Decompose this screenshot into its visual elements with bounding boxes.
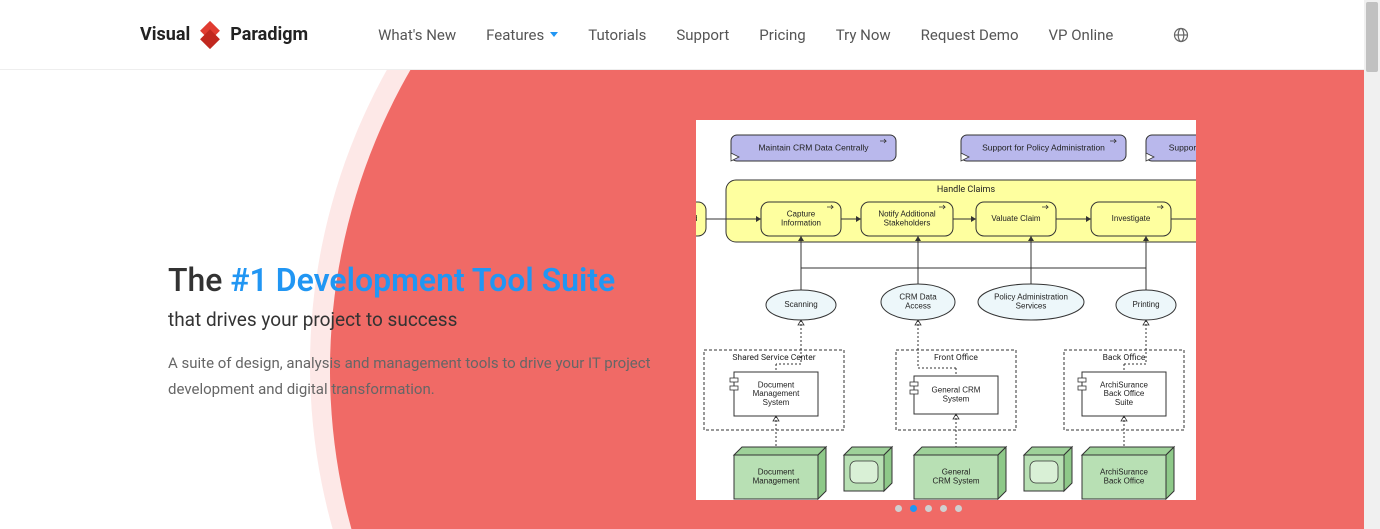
nav-vp-online[interactable]: VP Online <box>1049 26 1114 44</box>
nav-tutorials[interactable]: Tutorials <box>588 26 646 44</box>
scrollbar[interactable] <box>1364 0 1380 529</box>
svg-text:Printing: Printing <box>1132 300 1159 309</box>
svg-text:Scanning: Scanning <box>784 300 817 309</box>
hero-title-accent: #1 Development Tool Suite <box>230 261 615 299</box>
nav-request-demo[interactable]: Request Demo <box>921 26 1019 44</box>
header: Visual Paradigm What's New Features Tuto… <box>0 0 1380 70</box>
svg-text:ArchiSurance: ArchiSurance <box>1100 380 1149 389</box>
svg-text:Information: Information <box>781 219 821 228</box>
hero-subtitle: that drives your project to success <box>168 308 688 331</box>
chevron-down-icon <box>550 32 558 37</box>
logo[interactable]: Visual Paradigm <box>140 21 308 49</box>
svg-text:Suite: Suite <box>1115 398 1134 407</box>
carousel-dot-0[interactable] <box>895 505 902 512</box>
svg-text:Capture: Capture <box>787 210 816 219</box>
svg-text:System: System <box>763 398 790 407</box>
carousel-dot-2[interactable] <box>925 505 932 512</box>
svg-text:Management: Management <box>753 477 800 486</box>
svg-text:Document: Document <box>758 380 795 389</box>
language-selector[interactable] <box>1173 27 1195 43</box>
svg-text:ved: ved <box>696 214 697 223</box>
svg-text:Valuate Claim: Valuate Claim <box>991 214 1041 223</box>
svg-text:Access: Access <box>905 302 931 311</box>
svg-text:Back Office: Back Office <box>1103 353 1146 363</box>
nav-support[interactable]: Support <box>676 26 729 44</box>
svg-text:ArchiSurance: ArchiSurance <box>1100 468 1149 477</box>
logo-text-right: Paradigm <box>230 24 308 45</box>
svg-text:Back Office: Back Office <box>1104 477 1145 486</box>
nav: What's New Features Tutorials Support Pr… <box>378 26 1195 44</box>
carousel-dot-4[interactable] <box>955 505 962 512</box>
svg-text:Policy Administration: Policy Administration <box>994 293 1068 302</box>
hero-description: A suite of design, analysis and manageme… <box>168 351 688 402</box>
svg-text:General CRM: General CRM <box>932 386 981 395</box>
nav-pricing[interactable]: Pricing <box>759 26 805 44</box>
svg-text:Notify Additional: Notify Additional <box>878 210 936 219</box>
scrollbar-thumb[interactable] <box>1366 2 1378 72</box>
hero-text: The #1 Development Tool Suite that drive… <box>168 260 688 402</box>
svg-text:CRM System: CRM System <box>932 477 979 486</box>
hero: The #1 Development Tool Suite that drive… <box>0 70 1380 529</box>
svg-text:Services: Services <box>1016 302 1047 311</box>
carousel-dot-3[interactable] <box>940 505 947 512</box>
svg-text:Stakeholders: Stakeholders <box>884 219 931 228</box>
nav-try-now[interactable]: Try Now <box>836 26 891 44</box>
svg-text:Maintain CRM Data Centrally: Maintain CRM Data Centrally <box>758 142 869 152</box>
svg-text:Front Office: Front Office <box>934 353 978 363</box>
svg-text:General: General <box>942 468 971 477</box>
carousel-dot-1[interactable] <box>910 505 917 512</box>
svg-text:Shared Service Center: Shared Service Center <box>732 353 815 363</box>
diagram-svg: Maintain CRM Data Centrally Support for P… <box>696 120 1196 500</box>
nav-features[interactable]: Features <box>486 26 558 44</box>
logo-icon <box>196 21 224 49</box>
svg-text:Support for Policy Administrat: Support for Policy Administration <box>982 142 1105 152</box>
hero-diagram: Maintain CRM Data Centrally Support for P… <box>696 120 1196 500</box>
svg-text:CRM Data: CRM Data <box>899 293 937 302</box>
svg-text:System: System <box>943 395 970 404</box>
hero-title: The #1 Development Tool Suite <box>168 260 688 300</box>
svg-text:Back Office: Back Office <box>1104 389 1145 398</box>
globe-icon <box>1173 27 1189 43</box>
svg-text:Handle Claims: Handle Claims <box>937 185 996 195</box>
svg-text:Investigate: Investigate <box>1112 214 1151 223</box>
svg-text:Document: Document <box>758 468 795 477</box>
nav-whats-new[interactable]: What's New <box>378 26 456 44</box>
logo-text-left: Visual <box>140 24 190 45</box>
svg-text:Support f: Support f <box>1169 142 1196 152</box>
svg-text:Management: Management <box>753 389 800 398</box>
carousel-dots <box>895 505 962 512</box>
